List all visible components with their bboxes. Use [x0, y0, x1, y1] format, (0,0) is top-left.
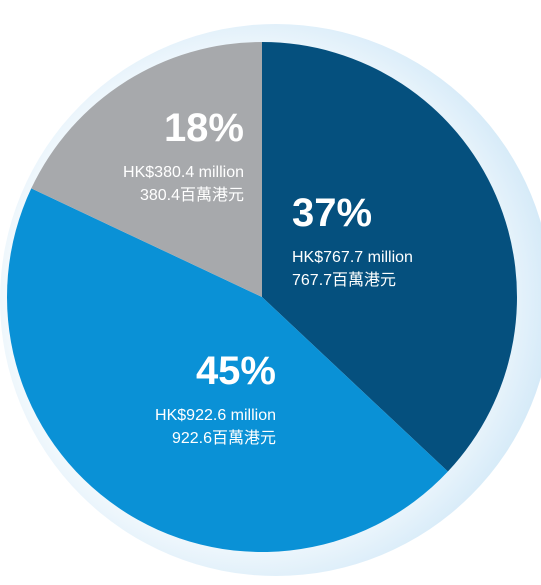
amount-label-zh: 922.6百萬港元 [172, 429, 276, 447]
percent-label: 18% [164, 106, 244, 150]
amount-label: HK$380.4 million [123, 164, 244, 181]
percent-label: 45% [196, 349, 276, 393]
pie-slice [7, 188, 448, 553]
amount-label: HK$767.7 million [292, 249, 413, 266]
pie-slice [31, 42, 262, 297]
amount-label-zh: 380.4百萬港元 [140, 186, 244, 204]
percent-label: 37% [292, 191, 372, 235]
amount-label: HK$922.6 million [155, 407, 276, 424]
pie-slice [262, 42, 517, 472]
amount-label-zh: 767.7百萬港元 [292, 271, 396, 289]
